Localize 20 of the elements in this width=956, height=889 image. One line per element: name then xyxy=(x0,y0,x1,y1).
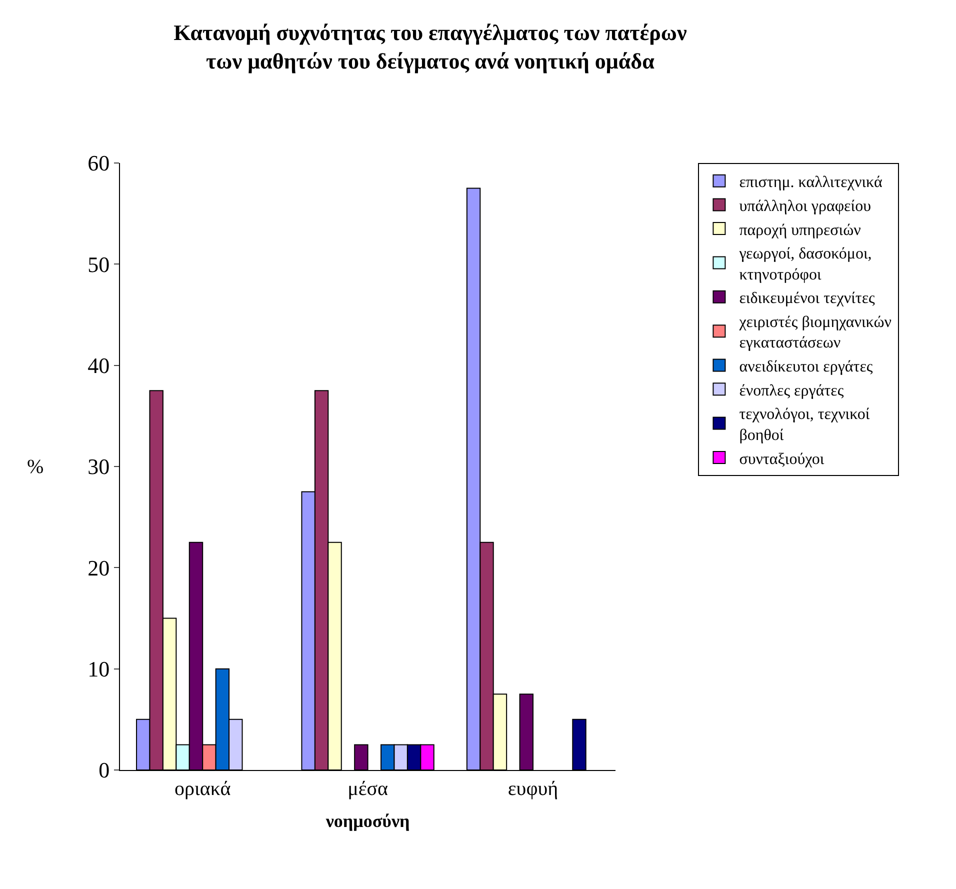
chart-title: Κατανομή συχνότητας του επαγγέλματος των πατέρων των μαθητών του δείγματος ανά νοητική ομάδα xyxy=(174,20,687,74)
legend-label: ένοπλες εργάτες xyxy=(739,382,844,400)
y-tick-label: 30 xyxy=(88,454,110,480)
y-tick-label: 40 xyxy=(88,353,110,378)
legend-label: παροχή υπηρεσιών xyxy=(739,222,861,239)
y-tick-label: 0 xyxy=(98,758,110,783)
x-tick-label: μέσα xyxy=(348,778,389,800)
legend-label: υπάλληλοι γραφείου xyxy=(739,198,872,215)
y-tick-label: 10 xyxy=(88,656,110,682)
legend-label: επιστημ. καλλιτεχνικά xyxy=(739,174,883,192)
legend-label: ειδικευμένοι τεχνίτες xyxy=(739,290,876,308)
y-axis-title: % xyxy=(27,456,44,478)
y-tick-label: 20 xyxy=(88,555,110,580)
x-tick-label: ευφυή xyxy=(508,778,558,800)
x-axis-title: νοημοσύνη xyxy=(324,811,410,832)
x-tick-label: οριακά xyxy=(174,778,232,800)
legend-label: ανειδίκευτοι εργάτες xyxy=(739,358,874,376)
y-tick-label: 60 xyxy=(88,150,110,176)
y-tick-label: 50 xyxy=(88,252,110,277)
legend-label: συνταξιούχοι xyxy=(739,450,825,468)
